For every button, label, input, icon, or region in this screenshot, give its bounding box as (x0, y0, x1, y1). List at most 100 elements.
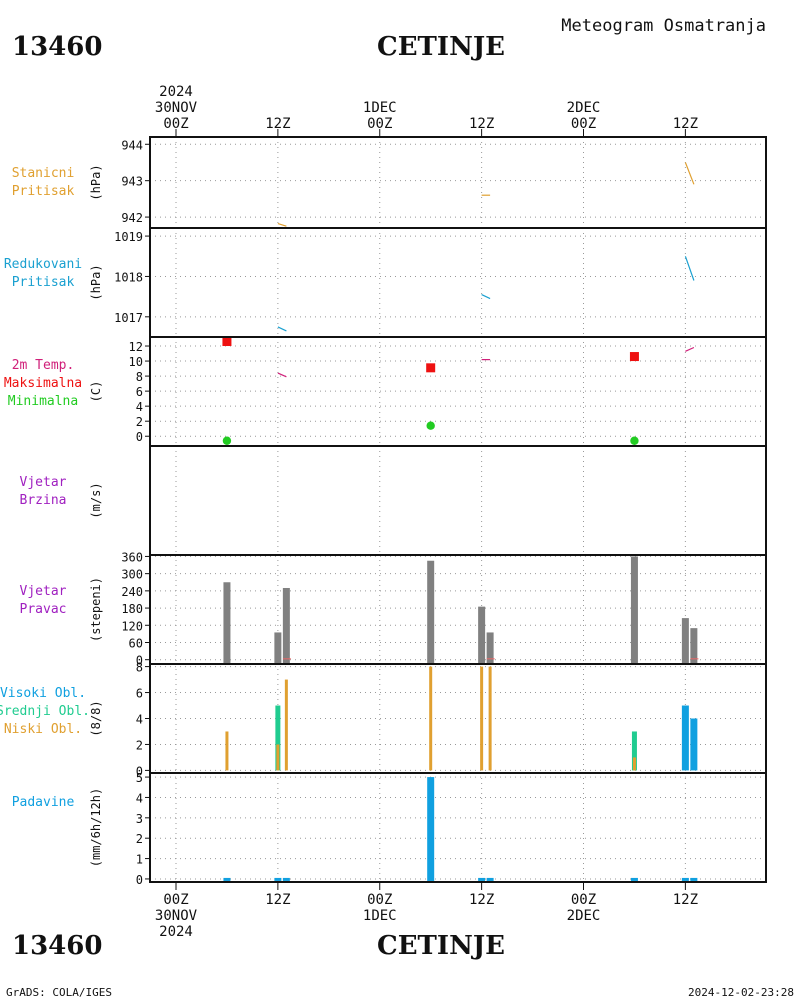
direction-bar (681, 618, 689, 664)
axis-unit: (m/s) (89, 482, 103, 518)
y-tick-label: 6 (136, 385, 143, 399)
y-tick-label: 0 (136, 873, 143, 887)
panel-label: Minimalna (8, 394, 78, 409)
x-label-top: 12Z (673, 116, 698, 132)
x-label-bottom: 00Z (367, 892, 392, 908)
y-tick-label: 0 (136, 654, 143, 668)
panel-label: Brzina (20, 493, 67, 508)
x-label-bottom: 2024 (159, 924, 193, 940)
x-label-bottom: 12Z (469, 892, 494, 908)
y-tick-label: 5 (136, 771, 143, 785)
axis-unit: (hPa) (89, 164, 103, 200)
cloud-low-bar (276, 744, 280, 771)
panel-wind: (m/s) Vjetar Brzina (20, 445, 767, 556)
cloud-low-bar (225, 731, 229, 771)
y-tick-label: 60 (129, 636, 143, 650)
x-label-top: 00Z (571, 116, 596, 132)
panel-label: Stanicni (12, 166, 75, 181)
precip-bar (486, 877, 494, 881)
precip-bar (223, 877, 231, 881)
direction-bar (274, 632, 282, 664)
panel-direction: 0 60 120 180 240 300 360 (stepeni) Vjetar Pravac (20, 550, 767, 668)
reduced-pressure-line (481, 294, 491, 300)
y-tick-label: 120 (121, 619, 143, 633)
y-tick-label: 12 (129, 340, 143, 354)
x-label-bottom: 1DEC (363, 908, 397, 924)
direction-bar (690, 628, 698, 664)
x-label-top: 30NOV (155, 100, 198, 116)
panel-frame (149, 554, 767, 665)
x-label-bottom: 12Z (265, 892, 290, 908)
precip-bar (282, 877, 290, 881)
direction-bar (282, 587, 290, 664)
y-tick-label: 4 (136, 791, 143, 805)
temperature-line (685, 346, 695, 352)
panel-frame (149, 227, 767, 338)
panel-pressure: 942 943 944 (hPa) Stanicni Pritisak (12, 136, 767, 229)
y-tick-label: 0 (136, 430, 143, 444)
tmin-point (426, 421, 435, 430)
panel-label: Maksimalna (4, 376, 82, 391)
cloud-high-bar (690, 718, 698, 771)
source-credit: GrADS: COLA/IGES (6, 986, 112, 999)
cloud-low-bar (480, 666, 484, 771)
y-tick-label: 942 (121, 211, 143, 225)
station-name-top: CETINJE (377, 32, 505, 62)
chart-title: Meteogram Osmatranja (561, 16, 766, 36)
station-id-bottom: 13460 (12, 931, 102, 961)
y-tick-label: 943 (121, 175, 143, 189)
direction-bar (630, 556, 638, 664)
axis-unit: (8/8) (89, 700, 103, 736)
y-tick-label: 10 (129, 355, 143, 369)
station-name-bottom: CETINJE (377, 931, 505, 961)
x-label-bottom: 2DEC (567, 908, 601, 924)
y-tick-label: 8 (136, 661, 143, 675)
x-label-bottom: 00Z (571, 892, 596, 908)
pressure-line (684, 162, 695, 185)
panel-label: Vjetar (20, 584, 67, 599)
tmax-point (426, 363, 436, 373)
panel-frame (149, 772, 767, 883)
panel-frame (149, 445, 767, 556)
direction-bar (223, 582, 231, 664)
y-tick-label: 1018 (114, 270, 143, 284)
x-label-top: 12Z (265, 116, 290, 132)
panel-frame (149, 136, 767, 229)
direction-bar (486, 632, 494, 664)
tmin-point (630, 436, 639, 445)
precip-bar (274, 877, 282, 881)
y-tick-label: 944 (121, 138, 143, 152)
cloud-low-bar (284, 679, 288, 771)
y-tick-label: 4 (136, 400, 143, 414)
x-label-top: 00Z (163, 116, 188, 132)
panel-frame (149, 336, 767, 447)
cloud-high-bar (681, 705, 689, 771)
panel-label: Srednji Obl. (0, 704, 90, 719)
pressure-line (277, 223, 287, 227)
panel-label: Vjetar (20, 475, 67, 490)
y-tick-label: 2 (136, 832, 143, 846)
y-tick-label: 2 (136, 415, 143, 429)
precip-bar (690, 877, 698, 881)
y-tick-label: 8 (136, 370, 143, 384)
x-label-bottom: 12Z (673, 892, 698, 908)
temperature-line (277, 372, 287, 378)
y-tick-label: 360 (121, 550, 143, 564)
y-tick-label: 1017 (114, 311, 143, 325)
station-id-top: 13460 (12, 32, 102, 62)
panel-label: Pravac (20, 602, 67, 617)
tmax-point (222, 337, 232, 347)
x-label-bottom: 00Z (163, 892, 188, 908)
axis-unit: (hPa) (89, 264, 103, 300)
panel-label: Redukovani (4, 257, 82, 272)
x-label-top: 00Z (367, 116, 392, 132)
direction-bar (427, 560, 435, 664)
cloud-low-bar (429, 666, 433, 771)
y-tick-label: 180 (121, 602, 143, 616)
x-label-top: 2DEC (567, 100, 601, 116)
cloud-mid-bar (275, 705, 281, 771)
axis-unit: (stepeni) (89, 577, 103, 642)
precip-bar (681, 877, 689, 881)
panels: 942943944(hPa)StanicniPritisak1017101810… (0, 136, 767, 887)
